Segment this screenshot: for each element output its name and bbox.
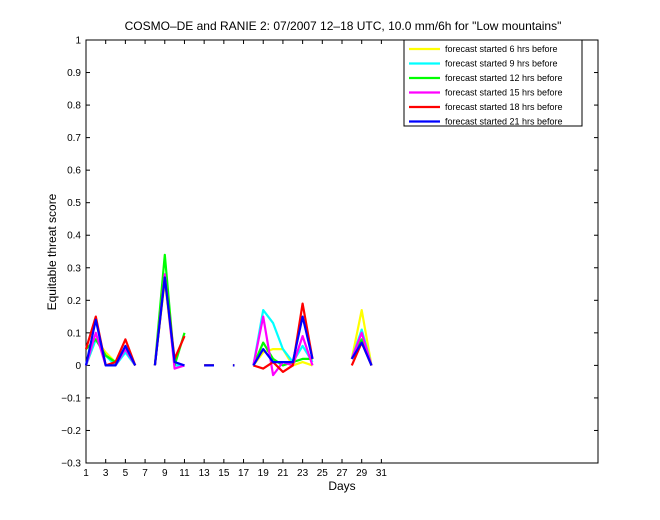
y-tick-label: 0.5 [67, 198, 81, 209]
y-tick-label: 0.7 [67, 133, 81, 144]
legend-entry: forecast started 12 hrs before [445, 73, 563, 83]
legend-box [403, 39, 583, 127]
y-tick-label: 0.3 [67, 263, 81, 274]
y-tick-label: 0.9 [67, 68, 81, 79]
legend-entry: forecast started 6 hrs before [445, 44, 558, 54]
x-axis-label: Days [328, 479, 355, 493]
y-tick-label: −0.2 [61, 426, 81, 437]
legend: forecast started 6 hrs before forecast st… [403, 39, 583, 127]
y-tick-label: 0.2 [67, 296, 81, 307]
y-tick-label: 0.4 [67, 231, 81, 242]
y-tick-label: −0.1 [61, 393, 81, 404]
y-axis: −0.3 −0.2 −0.1 0 0.1 0.2 0.3 0.4 0.5 0.6 0.7 0.8 0.9… [61, 36, 598, 470]
x-tick-label: 15 [218, 468, 230, 479]
x-tick-label: 21 [277, 468, 289, 479]
series-line [350, 309, 373, 366]
x-tick-label: 31 [376, 468, 388, 479]
series-line [350, 341, 373, 366]
series-layer [84, 253, 373, 377]
series-line [252, 309, 314, 366]
x-tick-label: 7 [142, 468, 148, 479]
x-tick-label: 17 [238, 468, 250, 479]
y-axis-label: Equitable threat score [45, 193, 59, 310]
x-tick-label: 5 [123, 468, 129, 479]
x-tick-label: 1 [83, 468, 89, 479]
x-tick-label: 29 [356, 468, 368, 479]
x-tick-label: 19 [258, 468, 270, 479]
legend-entry: forecast started 18 hrs before [445, 102, 563, 112]
series-line [252, 341, 313, 367]
x-tick-label: 25 [317, 468, 329, 479]
x-tick-label: 11 [179, 468, 190, 479]
x-tick-label: 13 [199, 468, 211, 479]
legend-entry: forecast started 15 hrs before [445, 88, 563, 98]
series-line [84, 338, 137, 367]
y-tick-label: 0.1 [67, 328, 81, 339]
x-tick-label: 27 [336, 468, 348, 479]
y-tick-label: 0 [75, 361, 81, 372]
series-line [252, 315, 314, 366]
series-line [153, 276, 185, 367]
y-tick-label: 0.6 [67, 166, 81, 177]
series-line [253, 302, 314, 373]
x-tick-label: 3 [103, 468, 109, 479]
legend-entry: forecast started 21 hrs before [445, 117, 563, 127]
x-tick-label: 9 [162, 468, 168, 479]
x-tick-label: 23 [297, 468, 309, 479]
y-tick-label: 0.8 [67, 101, 81, 112]
y-tick-label: −0.3 [61, 459, 81, 470]
series-line [84, 315, 137, 367]
legend-entry: forecast started 9 hrs before [445, 59, 558, 69]
y-tick-label: 1 [75, 36, 81, 47]
chart-title: COSMO–DE and RANIE 2: 07/2007 12–18 UTC,… [125, 19, 562, 33]
series-line [84, 318, 137, 367]
x-axis: 1 3 5 7 9 11 13 15 17 19 21 23 25 27 29 31 [83, 40, 387, 479]
series-line [350, 331, 373, 366]
